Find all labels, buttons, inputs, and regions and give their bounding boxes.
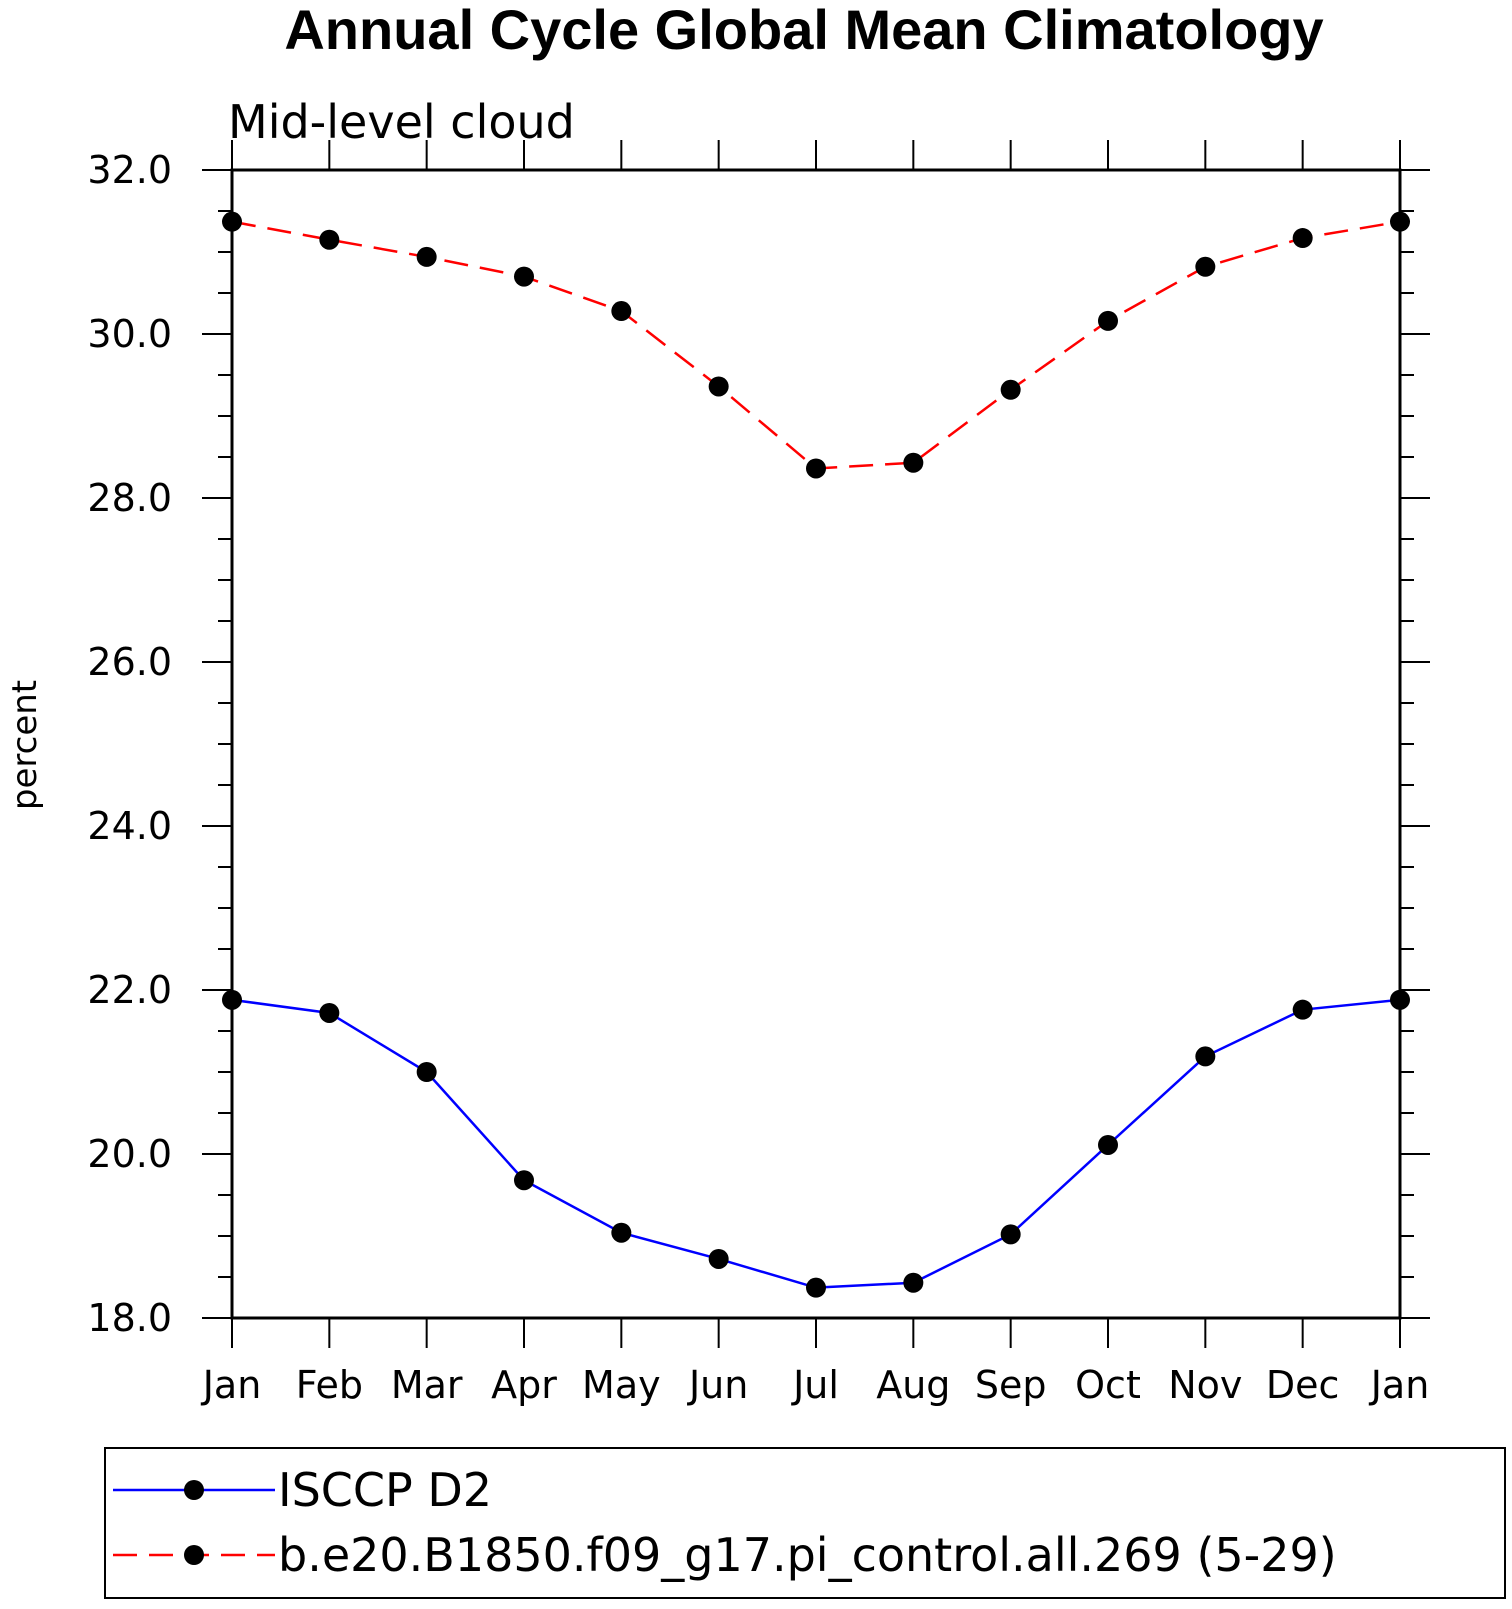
series-1-point [611,1222,632,1243]
x-tick-label: Jul [791,1363,839,1407]
x-tick-label: Dec [1266,1363,1340,1407]
y-tick-label: 30.0 [87,312,172,356]
series-1-point [1195,1046,1216,1067]
legend-box [104,1447,1506,1599]
plot-frame [230,168,1402,1320]
chart-title: Annual Cycle Global Mean Climatology [284,0,1323,61]
series-line-1 [231,998,1401,1289]
plot-area [230,168,1402,1320]
series-2-point [222,211,242,232]
legend-marker-1 [184,1480,204,1500]
series-2-point [903,452,924,473]
x-tick-label: Apr [491,1363,557,1407]
x-tick-label: Oct [1075,1363,1141,1407]
y-tick-label: 32.0 [87,148,172,192]
chart-subtitle: Mid-level cloud [228,95,575,149]
legend-marker-2 [184,1545,204,1565]
series-2-point [611,301,632,322]
series-2-point [806,458,826,479]
series-2-point [1098,310,1118,331]
x-tick-label: Nov [1168,1363,1242,1407]
y-tick-label: 18.0 [87,1296,172,1340]
series-2-point [514,266,534,287]
series-1-point [319,1002,340,1023]
series-1-point [514,1170,534,1191]
x-tick-label: May [582,1363,661,1407]
series-1-point [222,989,242,1010]
series-2-point [1390,211,1410,232]
series-2-point [1000,379,1021,400]
legend-label-1: ISCCP D2 [278,1463,492,1517]
x-tick-label: Aug [876,1363,950,1407]
x-tick-label: Jan [201,1363,262,1407]
series-1-point [903,1272,924,1293]
series-2-point [319,229,340,250]
y-tick-label: 20.0 [87,1132,172,1176]
legend-label-2: b.e20.B1850.f09_g17.pi_control.all.269 (… [278,1528,1337,1582]
y-axis-label: percent [5,680,45,810]
series-layer [222,211,1410,1298]
x-axis: Jan Feb Mar Apr May Jun Jul Aug Sep Oct Nov Dec Jan [201,140,1430,1407]
series-2-point [708,376,729,397]
y-tick-label: 26.0 [87,640,172,684]
x-tick-label: Jan [1369,1363,1430,1407]
series-1-point [416,1062,437,1082]
series-2-point [416,246,437,267]
series-1-point [708,1248,729,1269]
series-1-point [1000,1224,1021,1245]
x-tick-label: Mar [391,1363,463,1407]
x-tick-label: Jun [687,1363,748,1407]
y-tick-label: 22.0 [87,968,172,1012]
y-tick-label: 24.0 [87,804,172,848]
series-1-point [1390,989,1410,1010]
y-tick-label: 28.0 [87,476,172,520]
series-2-point [1292,228,1313,249]
series-2-point [1195,256,1216,277]
x-tick-label: Sep [975,1363,1047,1407]
x-tick-label: Feb [296,1363,363,1407]
series-1-point [1292,999,1313,1020]
series-line-2 [231,220,1401,470]
legend: ISCCP D2 b.e20.B1850.f09_g17.pi_control.a… [104,1447,1506,1599]
y-axis: 18.0 20.0 22.0 24.0 26.0 28.0 30.0 32.0 [87,148,1430,1340]
legend-items: ISCCP D2 b.e20.B1850.f09_g17.pi_control.a… [113,1463,1337,1582]
series-1-point [806,1277,826,1298]
series-1-point [1098,1134,1118,1155]
